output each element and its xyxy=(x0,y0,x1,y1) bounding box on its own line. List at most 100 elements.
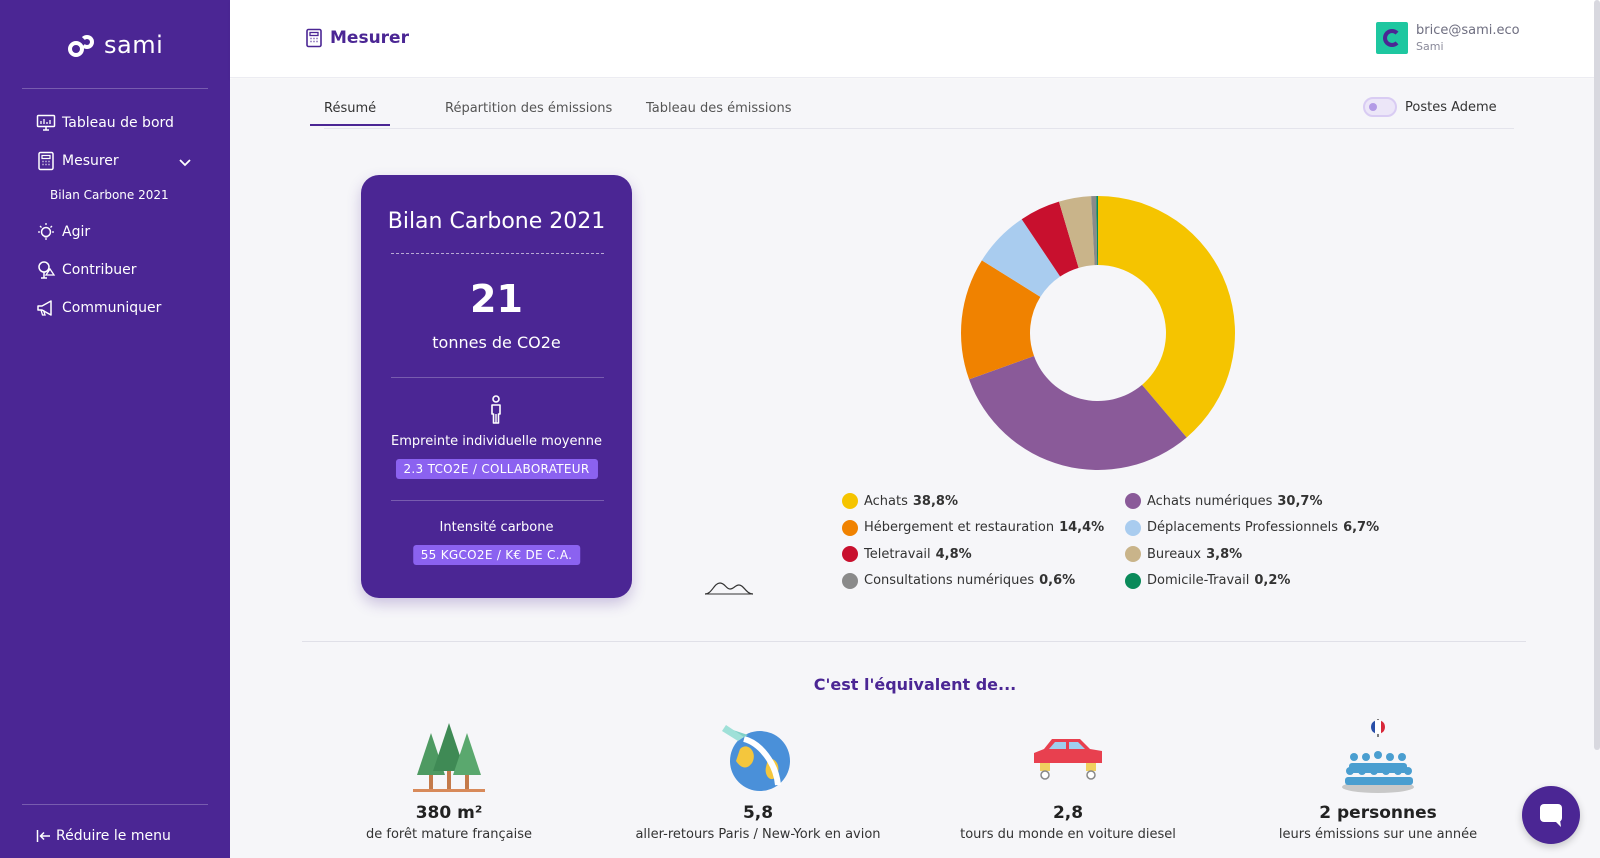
legend-label: Hébergement et restauration xyxy=(864,520,1055,535)
legend-value: 3,8% xyxy=(1206,546,1243,562)
lightbulb-icon xyxy=(36,222,56,242)
card-title: Bilan Carbone 2021 xyxy=(387,209,606,234)
legend-swatch xyxy=(842,546,858,562)
legend-value: 38,8% xyxy=(912,493,958,509)
equivalent-value: 380 m² xyxy=(415,803,483,823)
sami-logo-icon xyxy=(68,33,98,57)
person-icon xyxy=(491,395,501,424)
legend-label: Teletravail xyxy=(864,546,931,562)
donut-slice-teletravail[interactable] xyxy=(1021,201,1079,277)
legend-value: 30,7% xyxy=(1277,493,1323,509)
legend-swatch xyxy=(842,572,858,589)
sidebar-item-mesurer[interactable]: Mesurer xyxy=(36,150,119,172)
sidebar-divider xyxy=(22,88,208,89)
individual-footprint-label: Empreinte individuelle moyenne xyxy=(391,434,602,449)
legend-swatch xyxy=(842,493,858,509)
donut-slice-domicile-travail[interactable] xyxy=(1096,196,1098,266)
legend-label: Déplacements Professionnels xyxy=(1147,520,1339,535)
calculator-icon xyxy=(304,28,324,48)
equivalents-title: C'est l'équivalent de... xyxy=(813,675,1017,694)
sidebar-item-label: Agir xyxy=(62,224,91,240)
dashboard-icon xyxy=(36,113,56,133)
sidebar-item-label: Mesurer xyxy=(62,153,119,169)
sidebar-subitem-bilan-carbone-2021[interactable]: Bilan Carbone 2021 xyxy=(50,188,169,202)
donut-slice-consultations-numeriques[interactable] xyxy=(1091,196,1098,266)
chart-type-icon[interactable] xyxy=(704,577,754,597)
scrollbar[interactable] xyxy=(1594,0,1600,750)
equivalent-label: tours du monde en voiture diesel xyxy=(960,827,1176,842)
donut-slice-achats-numeriques[interactable] xyxy=(969,356,1187,470)
legend-value: 6,7% xyxy=(1343,520,1380,535)
carbon-intensity-label: Intensité carbone xyxy=(439,520,554,535)
sidebar-item-label: Tableau de bord xyxy=(62,115,174,131)
calculator-icon xyxy=(36,151,56,171)
sami-logo[interactable]: sami xyxy=(68,30,163,60)
tab-tableau-emissions[interactable]: Tableau des émissions xyxy=(646,101,792,116)
topbar: Mesurer brice@sami.eco Sami xyxy=(230,0,1600,78)
legend-item[interactable]: Achats numériques 30,7% xyxy=(1125,493,1323,509)
legend-swatch xyxy=(1125,572,1141,589)
section-divider xyxy=(302,641,1526,642)
tree-icon xyxy=(36,260,56,280)
tabs: Résumé Répartition des émissions Tableau… xyxy=(310,99,1514,129)
legend-item[interactable]: Déplacements Professionnels 6,7% xyxy=(1125,519,1380,536)
legend-value: 0,2% xyxy=(1254,573,1291,588)
sidebar-item-label: Contribuer xyxy=(62,262,137,278)
legend-item[interactable]: Bureaux 3,8% xyxy=(1125,546,1242,562)
sidebar-item-communiquer[interactable]: Communiquer xyxy=(36,297,161,319)
card-divider xyxy=(391,377,604,378)
toggle-label: Postes Ademe xyxy=(1405,99,1497,115)
individual-footprint-value: 2.3 TCO2E / COLLABORATEUR xyxy=(395,459,598,479)
total-emissions-unit: tonnes de CO2e xyxy=(432,333,561,352)
donut-slice-hebergement-et-restauration[interactable] xyxy=(961,260,1041,380)
user-menu[interactable]: brice@sami.eco Sami xyxy=(1376,22,1520,54)
legend-swatch xyxy=(1125,519,1141,536)
legend-item[interactable]: Achats 38,8% xyxy=(842,493,958,509)
equivalent-value: 2,8 xyxy=(1052,803,1084,823)
carbon-summary-card: Bilan Carbone 2021 21 tonnes de CO2e Emp… xyxy=(361,175,632,598)
equivalent-value: 5,8 xyxy=(742,803,774,823)
tab-resume[interactable]: Résumé xyxy=(310,101,391,126)
tab-repartition-emissions[interactable]: Répartition des émissions xyxy=(445,101,613,116)
legend-item[interactable]: Domicile-Travail 0,2% xyxy=(1125,572,1291,589)
legend-label: Achats numériques xyxy=(1147,493,1273,509)
legend-item[interactable]: Teletravail 4,8% xyxy=(842,546,972,562)
sidebar-item-label: Communiquer xyxy=(62,300,162,316)
collapse-menu-label: Réduire le menu xyxy=(56,828,171,844)
sidebar-item-contribuer[interactable]: Contribuer xyxy=(36,259,136,281)
equivalent-label: aller-retours Paris / New-York en avion xyxy=(635,827,881,842)
legend-value: 4,8% xyxy=(935,546,972,562)
equivalent-label: de forêt mature française xyxy=(366,827,532,842)
sidebar-item-tableau-de-bord[interactable]: Tableau de bord xyxy=(36,112,174,134)
page-title-text: Mesurer xyxy=(330,28,409,48)
equivalent-forest: 380 m² de forêt mature française xyxy=(309,719,589,842)
legend-item[interactable]: Hébergement et restauration 14,4% xyxy=(842,519,1105,536)
legend-value: 14,4% xyxy=(1059,520,1105,535)
megaphone-icon xyxy=(36,298,56,318)
collapse-menu-button[interactable]: Réduire le menu xyxy=(36,825,171,847)
avatar xyxy=(1376,22,1408,54)
donut-slice-deplacements-professionnels[interactable] xyxy=(981,219,1061,297)
chat-bubble-icon xyxy=(1540,804,1562,827)
donut-slice-bureaux[interactable] xyxy=(1058,196,1095,268)
carbon-intensity-value: 55 KGCO2E / K€ DE C.A. xyxy=(412,545,581,565)
user-email: brice@sami.eco xyxy=(1416,23,1520,38)
car-icon xyxy=(1034,739,1102,780)
donut-slice-achats[interactable] xyxy=(1098,196,1235,438)
legend-swatch xyxy=(1125,546,1141,562)
chat-button[interactable] xyxy=(1522,786,1580,844)
page-title: Mesurer xyxy=(304,28,409,48)
postes-ademe-toggle[interactable]: Postes Ademe xyxy=(1363,97,1497,117)
emissions-donut-chart xyxy=(961,196,1235,470)
toggle-switch[interactable] xyxy=(1363,97,1397,117)
sidebar-item-agir[interactable]: Agir xyxy=(36,221,90,243)
legend-swatch xyxy=(842,519,858,536)
legend-label: Domicile-Travail xyxy=(1147,573,1250,588)
chevron-down-icon[interactable] xyxy=(178,156,192,170)
logo-text: sami xyxy=(104,31,164,59)
card-divider xyxy=(391,500,604,501)
sidebar-divider xyxy=(22,804,208,805)
legend-item[interactable]: Consultations numériques 0,6% xyxy=(842,572,1075,589)
user-org: Sami xyxy=(1416,40,1444,53)
plane-globe-icon xyxy=(722,725,790,791)
